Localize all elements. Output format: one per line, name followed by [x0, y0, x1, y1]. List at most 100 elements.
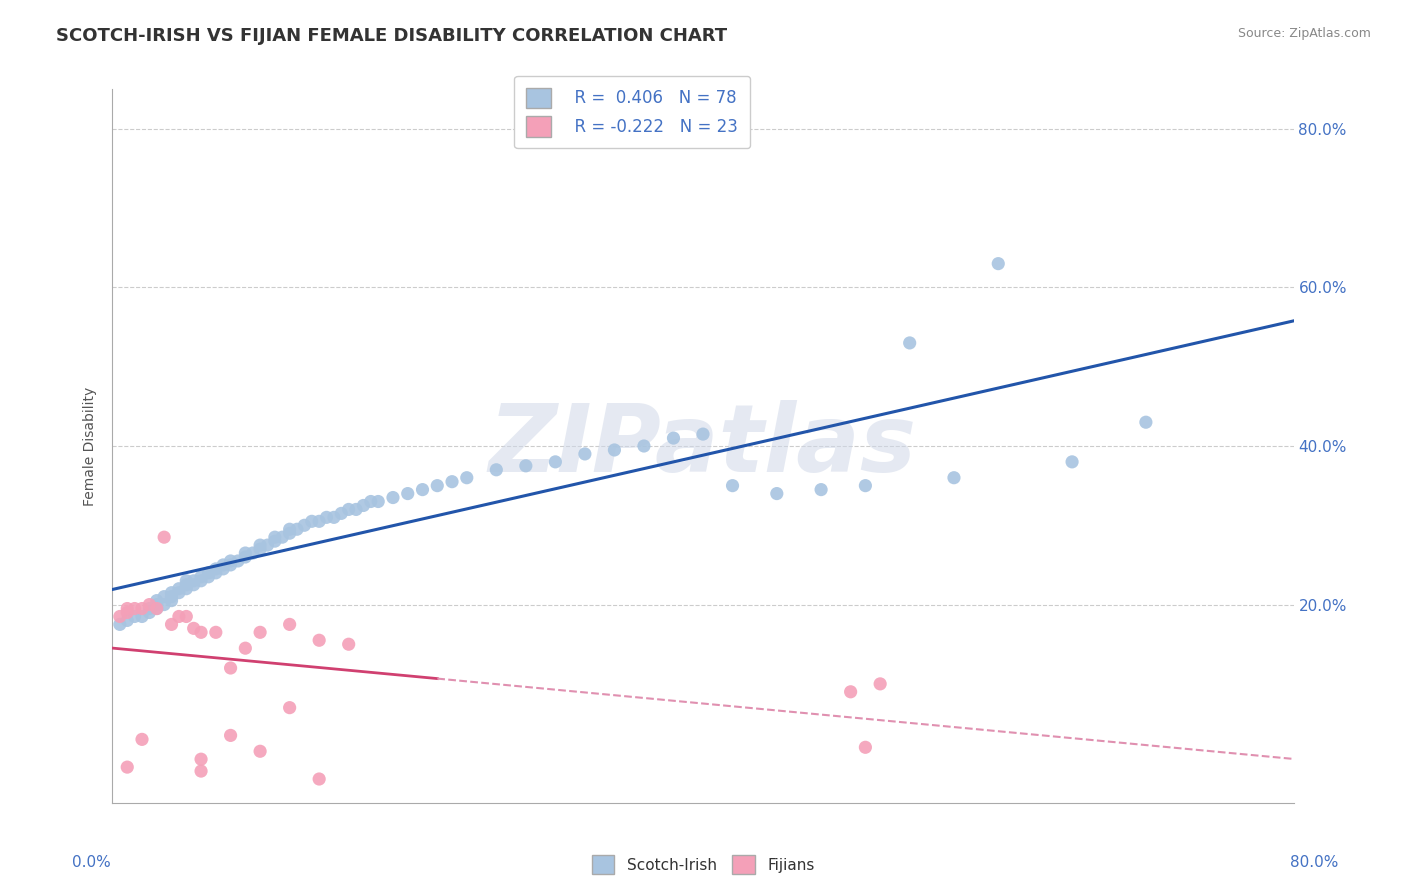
Point [160, 590, 183, 604]
Point [174, 578, 197, 592]
Point [108, 617, 131, 632]
Point [352, 499, 374, 513]
Point [544, 455, 567, 469]
Y-axis label: Female Disability: Female Disability [83, 386, 97, 506]
Point [197, 570, 219, 584]
Point [855, 740, 877, 755]
Point [278, 617, 301, 632]
Point [271, 530, 294, 544]
Point [167, 585, 190, 599]
Point [515, 458, 537, 473]
Point [197, 566, 219, 580]
Point [264, 534, 287, 549]
Point [278, 522, 301, 536]
Point [138, 606, 160, 620]
Point [330, 507, 353, 521]
Point [131, 609, 153, 624]
Point [308, 633, 330, 648]
Point [212, 558, 235, 572]
Point [382, 491, 405, 505]
Point [190, 752, 212, 766]
Point [264, 530, 287, 544]
Point [308, 514, 330, 528]
Point [766, 486, 789, 500]
Point [574, 447, 596, 461]
Point [360, 494, 382, 508]
Text: ZIPatlas: ZIPatlas [489, 400, 917, 492]
Point [256, 538, 278, 552]
Text: 0.0%: 0.0% [72, 855, 111, 870]
Point [212, 562, 235, 576]
Point [219, 728, 242, 742]
Point [146, 601, 169, 615]
Point [1062, 455, 1084, 469]
Point [153, 598, 176, 612]
Point [1135, 415, 1157, 429]
Legend: Scotch-Irish, Fijians: Scotch-Irish, Fijians [585, 849, 821, 880]
Point [249, 625, 271, 640]
Point [167, 609, 190, 624]
Point [219, 661, 242, 675]
Text: Source: ZipAtlas.com: Source: ZipAtlas.com [1237, 27, 1371, 40]
Point [205, 562, 228, 576]
Point [219, 554, 242, 568]
Point [278, 526, 301, 541]
Point [249, 744, 271, 758]
Text: 80.0%: 80.0% [1291, 855, 1339, 870]
Point [603, 442, 626, 457]
Point [810, 483, 832, 497]
Point [160, 593, 183, 607]
Point [183, 621, 205, 635]
Point [315, 510, 337, 524]
Point [869, 677, 891, 691]
Point [226, 554, 249, 568]
Point [633, 439, 655, 453]
Point [692, 427, 714, 442]
Point [153, 530, 176, 544]
Point [337, 502, 360, 516]
Point [323, 510, 346, 524]
Point [190, 574, 212, 588]
Text: SCOTCH-IRISH VS FIJIAN FEMALE DISABILITY CORRELATION CHART: SCOTCH-IRISH VS FIJIAN FEMALE DISABILITY… [56, 27, 727, 45]
Point [219, 558, 242, 572]
Point [205, 566, 228, 580]
Point [117, 606, 138, 620]
Point [308, 772, 330, 786]
Point [117, 601, 138, 615]
Point [301, 514, 323, 528]
Point [839, 685, 862, 699]
Point [292, 518, 315, 533]
Point [233, 546, 256, 560]
Point [131, 732, 153, 747]
Point [117, 760, 138, 774]
Point [146, 598, 169, 612]
Legend:   R =  0.406   N = 78,   R = -0.222   N = 23: R = 0.406 N = 78, R = -0.222 N = 23 [515, 76, 749, 148]
Point [146, 593, 169, 607]
Point [855, 478, 877, 492]
Point [174, 609, 197, 624]
Point [396, 486, 419, 500]
Point [344, 502, 367, 516]
Point [160, 617, 183, 632]
Point [721, 478, 744, 492]
Point [190, 570, 212, 584]
Point [249, 538, 271, 552]
Point [662, 431, 685, 445]
Point [124, 609, 146, 624]
Point [183, 578, 205, 592]
Point [485, 463, 508, 477]
Point [167, 582, 190, 596]
Point [138, 598, 160, 612]
Point [117, 614, 138, 628]
Point [131, 601, 153, 615]
Point [411, 483, 433, 497]
Point [898, 335, 921, 350]
Point [942, 471, 965, 485]
Point [190, 625, 212, 640]
Point [138, 601, 160, 615]
Point [124, 601, 146, 615]
Point [426, 478, 449, 492]
Point [242, 546, 264, 560]
Point [987, 257, 1010, 271]
Point [108, 609, 131, 624]
